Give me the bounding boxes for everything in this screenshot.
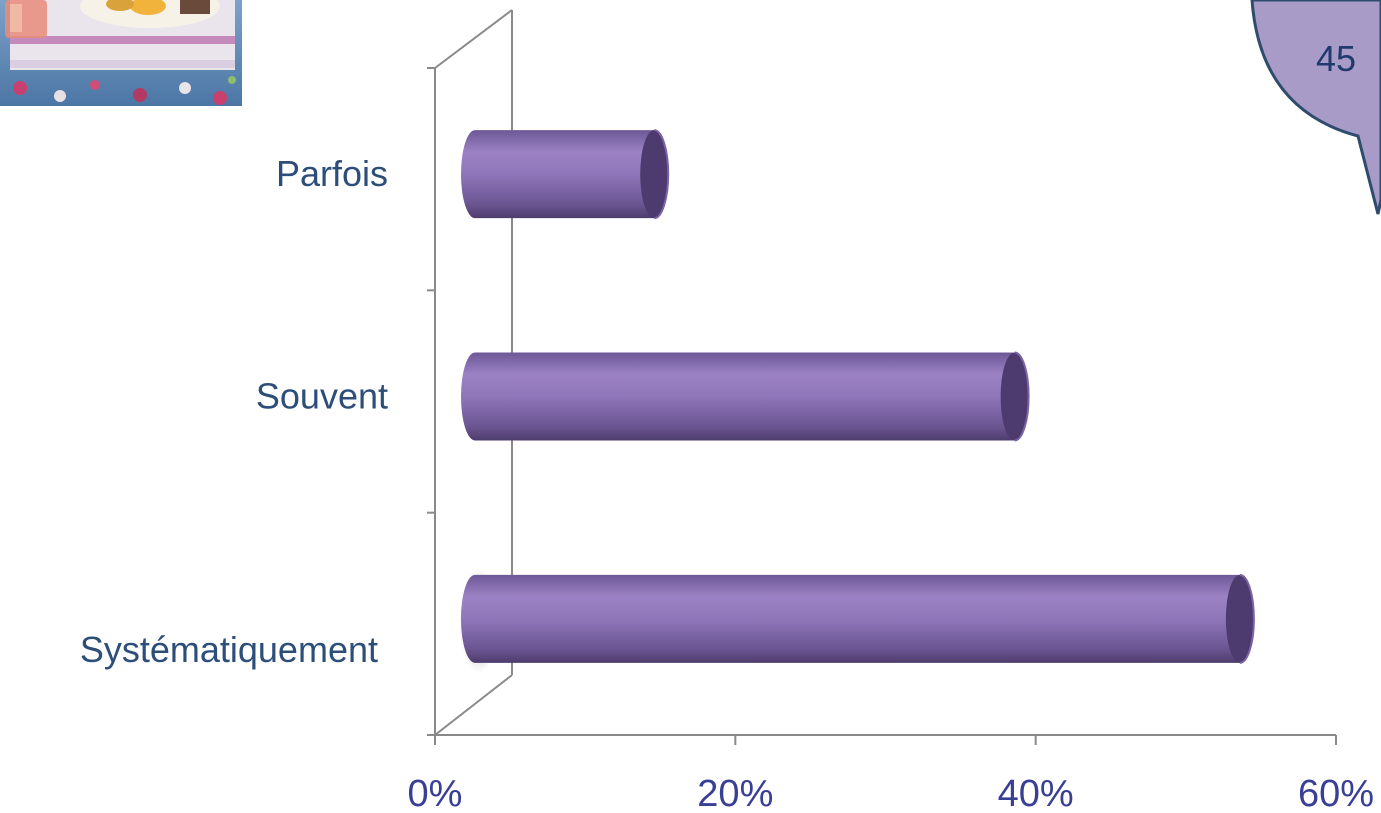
bar-cap-rim [1239, 573, 1255, 664]
floor-diagonal [434, 674, 513, 736]
bar-cap [1000, 352, 1029, 441]
category-labels: Parfois Souvent Systématiquement [80, 153, 388, 670]
speech-bubble [1230, 0, 1381, 225]
x-ticks [434, 735, 1337, 745]
breakfast-photo [0, 0, 242, 106]
chart-axes [434, 9, 1336, 736]
back-wall-left [434, 9, 513, 69]
x-tick-label: 20% [697, 773, 773, 813]
bar-cap [640, 130, 669, 219]
category-label: Systématiquement [80, 629, 378, 670]
bar-body [461, 352, 1015, 441]
bar [461, 129, 670, 220]
bar-body [461, 574, 1240, 663]
category-label: Parfois [276, 153, 388, 194]
bubble-number: 45 [1316, 38, 1357, 79]
category-label: Souvent [256, 376, 388, 417]
bar-cap-rim [1014, 351, 1030, 442]
x-tick-label: 60% [1298, 773, 1374, 813]
bar-cap [1225, 574, 1254, 663]
bar-cap-rim [654, 129, 670, 220]
x-tick-label: 0% [408, 773, 463, 813]
tick-labels: 0% 20% 40% 60% [408, 773, 1374, 813]
bar [461, 351, 1030, 442]
bar-body [461, 130, 655, 219]
x-tick-label: 40% [998, 773, 1074, 813]
bar [459, 568, 1255, 673]
bars [459, 129, 1255, 673]
y-ticks [427, 67, 435, 736]
